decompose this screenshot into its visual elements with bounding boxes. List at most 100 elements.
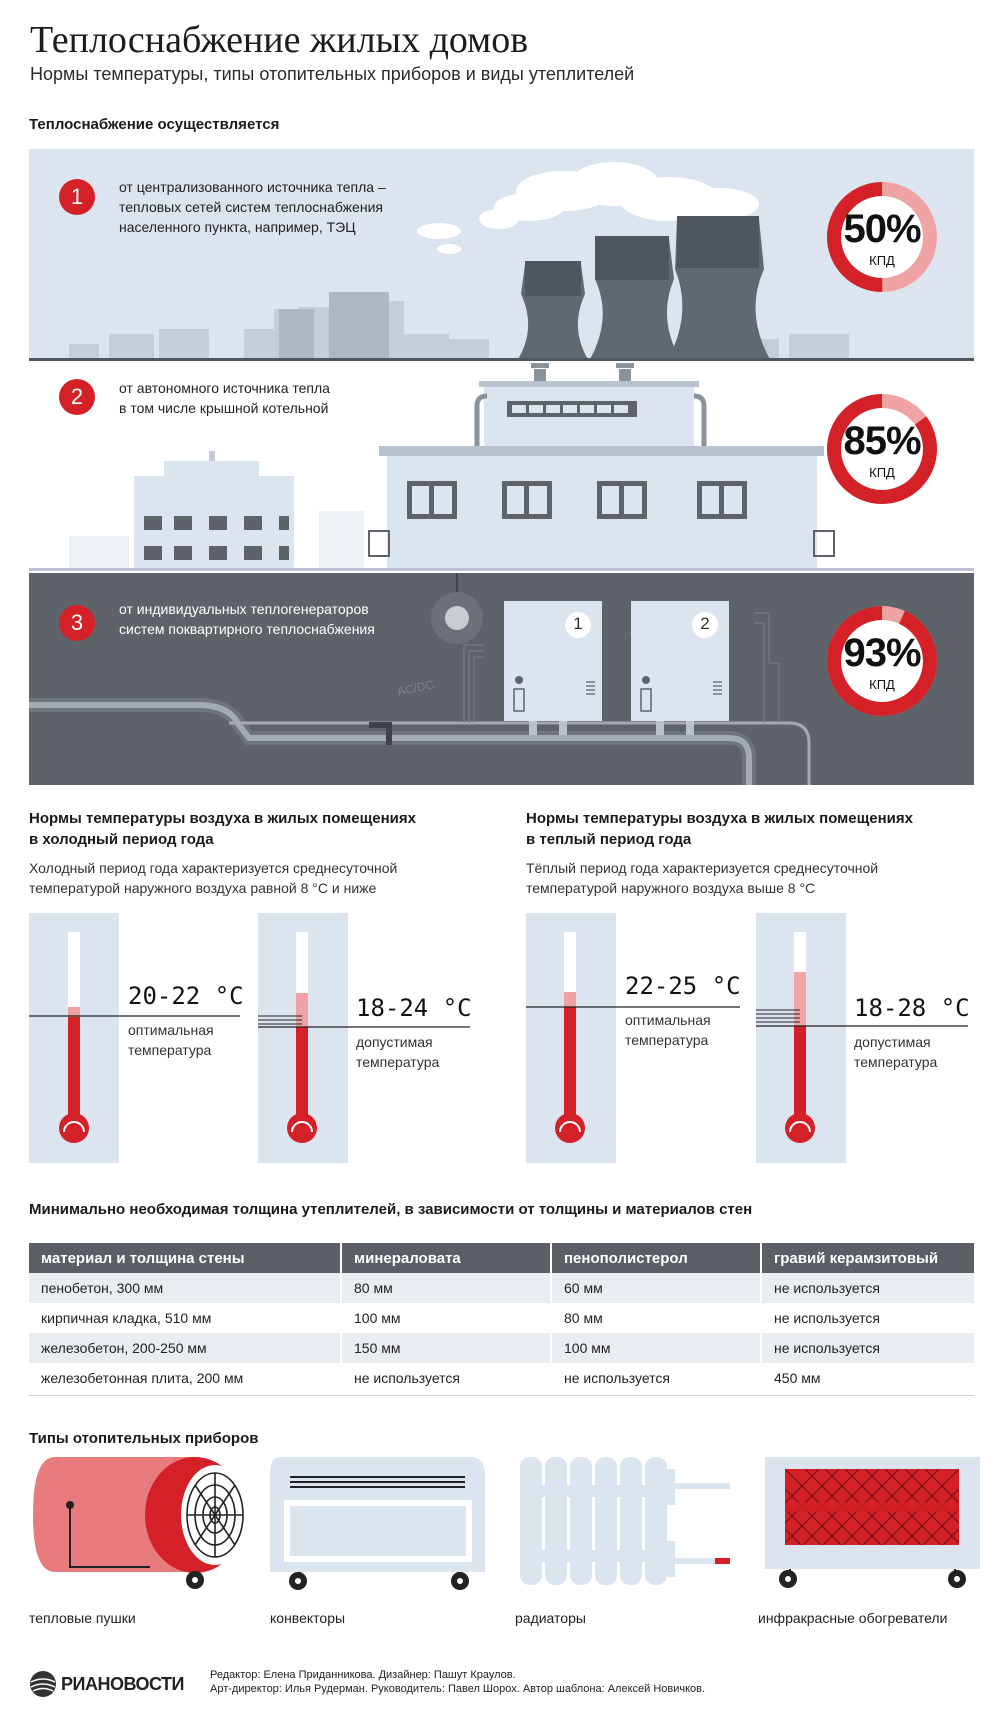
supply-panel-2: 2 от автономного источника тепла в том ч…	[29, 361, 974, 571]
table-cell: 100 мм	[551, 1333, 762, 1363]
warm-optimal-label-line: оптимальная	[625, 1012, 711, 1028]
kpd-ring-3	[827, 606, 937, 716]
rooftop-boiler-illustration	[29, 363, 974, 571]
warm-allowed-label-line: допустимая	[854, 1034, 931, 1050]
heater-label-infrared: инфракрасные обогреватели	[758, 1610, 948, 1626]
cold-optimal-label-line: оптимальная	[128, 1022, 214, 1038]
table-bottom-border	[29, 1395, 974, 1396]
radiator-icon	[520, 1457, 730, 1585]
table-cell: не используется	[551, 1363, 762, 1393]
page-subtitle: Нормы температуры, типы отопительных при…	[30, 64, 635, 84]
heater-label-convector: конвекторы	[270, 1610, 346, 1626]
cold-description: Холодный период года характеризуется сре…	[29, 858, 397, 898]
supply-text-2-line: от автономного источника тепла	[119, 380, 330, 396]
kpd-gauge-1: 50% КПД	[822, 177, 942, 297]
cold-allowed-label-line: допустимая	[356, 1034, 433, 1050]
boiler-label-2: 2	[700, 614, 710, 633]
insulation-heading: Минимально необходимая толщина утеплител…	[29, 1201, 753, 1218]
cold-heading-line: в холодный период года	[29, 831, 214, 848]
table-cell: не используется	[761, 1333, 974, 1363]
table-cell: 80 мм	[341, 1273, 552, 1303]
supply-text-2-line: в том числе крышной котельной	[119, 400, 329, 416]
page-title: Теплоснабжение жилых домов	[30, 19, 529, 61]
boiler-label-1: 1	[573, 614, 583, 633]
cold-optimal-value: 20-22 °С	[128, 982, 244, 1010]
kpd-value-3: 93%	[843, 631, 921, 675]
apartment-boiler-illustration	[29, 573, 811, 785]
kpd-gauge-2: 85% КПД	[822, 389, 942, 509]
heater-label-cannon: тепловые пушки	[29, 1610, 136, 1626]
warm-heading: Нормы температуры воздуха в жилых помеще…	[526, 808, 913, 850]
cold-description-line: Холодный период года характеризуется сре…	[29, 860, 398, 876]
warm-description: Тёплый период года характеризуется средн…	[526, 858, 878, 898]
supply-heading: Теплоснабжение осуществляется	[29, 116, 280, 133]
table-row: железобетон, 200-250 мм 150 мм 100 мм не…	[29, 1333, 974, 1363]
kpd-ring-fill	[827, 606, 937, 716]
supply-text-1: от централизованного источника тепла – т…	[119, 177, 386, 237]
warm-optimal-label-line: температура	[625, 1032, 709, 1048]
supply-text-1-line: населенного пункта, например, ТЭЦ	[119, 219, 356, 235]
power-plant-illustration	[29, 162, 974, 361]
supply-text-3: от индивидуальных теплогенераторов систе…	[119, 599, 375, 639]
credits-line: Редактор: Елена Приданникова. Дизайнер: …	[210, 1669, 516, 1681]
insulation-table: материал и толщина стены минераловата пе…	[29, 1243, 974, 1393]
supply-number-2: 2	[59, 379, 95, 415]
logo-text: РИАНОВОСТИ	[61, 1673, 184, 1694]
kpd-label-2: КПД	[869, 465, 895, 480]
supply-panel-1: 1 от централизованного источника тепла –…	[29, 149, 974, 361]
table-row: железобетонная плита, 200 мм не использу…	[29, 1363, 974, 1393]
warm-description-line: температурой наружного воздуха выше 8 °С	[526, 880, 816, 896]
supply-text-1-line: тепловых сетей систем теплоснабжения	[119, 199, 383, 215]
table-cell: не используется	[761, 1273, 974, 1303]
kpd-label-1: КПД	[869, 253, 895, 268]
credits: Редактор: Елена Приданникова. Дизайнер: …	[210, 1668, 705, 1696]
cold-heading: Нормы температуры воздуха в жилых помеще…	[29, 808, 416, 850]
cold-allowed-label: допустимая температура	[356, 1032, 439, 1072]
credits-line: Арт-директор: Илья Рудерман. Руководител…	[210, 1683, 706, 1695]
warm-allowed-label-line: температура	[854, 1054, 938, 1070]
cold-description-line: температурой наружного воздуха равной 8 …	[29, 880, 377, 896]
convector-icon	[270, 1457, 485, 1590]
warm-heading-line: Нормы температуры воздуха в жилых помеще…	[526, 810, 913, 827]
table-header-cell: материал и толщина стены	[29, 1243, 342, 1273]
table-cell: пенобетон, 300 мм	[29, 1273, 342, 1303]
warm-heading-line: в теплый период года	[526, 831, 692, 848]
infrared-heater-icon	[765, 1457, 980, 1588]
warm-optimal-value: 22-25 °С	[625, 972, 741, 1000]
table-header-cell: минераловата	[341, 1243, 552, 1273]
table-header-row: материал и толщина стены минераловата пе…	[29, 1243, 974, 1273]
globe-icon	[30, 1671, 56, 1697]
warm-allowed-label: допустимая температура	[854, 1032, 937, 1072]
table-cell: не используется	[761, 1303, 974, 1333]
supply-text-3-line: от индивидуальных теплогенераторов	[119, 601, 369, 617]
ria-logo: РИАНОВОСТИ	[29, 1670, 184, 1698]
table-cell: 450 мм	[761, 1363, 974, 1393]
kpd-value-2: 85%	[843, 419, 921, 463]
kpd-value-1: 50%	[843, 207, 921, 251]
heater-label-radiator: радиаторы	[515, 1610, 586, 1626]
table-cell: 80 мм	[551, 1303, 762, 1333]
table-header-cell: гравий керамзитовый	[761, 1243, 974, 1273]
table-cell: 100 мм	[341, 1303, 552, 1333]
cold-optimal-label-line: температура	[128, 1042, 212, 1058]
warm-optimal-label: оптимальная температура	[625, 1010, 711, 1050]
table-cell: 60 мм	[551, 1273, 762, 1303]
supply-number-1: 1	[59, 179, 95, 215]
thermometers-graphic	[29, 913, 968, 1163]
kpd-gauge-3: 93% КПД	[822, 601, 942, 721]
table-cell: кирпичная кладка, 510 мм	[29, 1303, 342, 1333]
kpd-ring-2	[827, 394, 937, 504]
supply-number-3: 3	[59, 605, 95, 641]
supply-text-2: от автономного источника тепла в том чис…	[119, 378, 330, 418]
warm-allowed-value: 18-28 °С	[854, 994, 970, 1022]
warm-description-line: Тёплый период года характеризуется средн…	[526, 860, 879, 876]
table-row: кирпичная кладка, 510 мм 100 мм 80 мм не…	[29, 1303, 974, 1333]
kpd-ring-fill	[827, 182, 937, 292]
cold-allowed-value: 18-24 °С	[356, 994, 472, 1022]
table-cell: не используется	[341, 1363, 552, 1393]
kpd-ring-1	[827, 182, 937, 292]
table-header-cell: пенополистерол	[551, 1243, 762, 1273]
supply-panel-3: 1 2 AC/DC 3 от индивидуальных теплогенер…	[29, 573, 974, 785]
heat-cannon-icon	[33, 1457, 249, 1589]
supply-text-1-line: от централизованного источника тепла –	[119, 179, 386, 195]
